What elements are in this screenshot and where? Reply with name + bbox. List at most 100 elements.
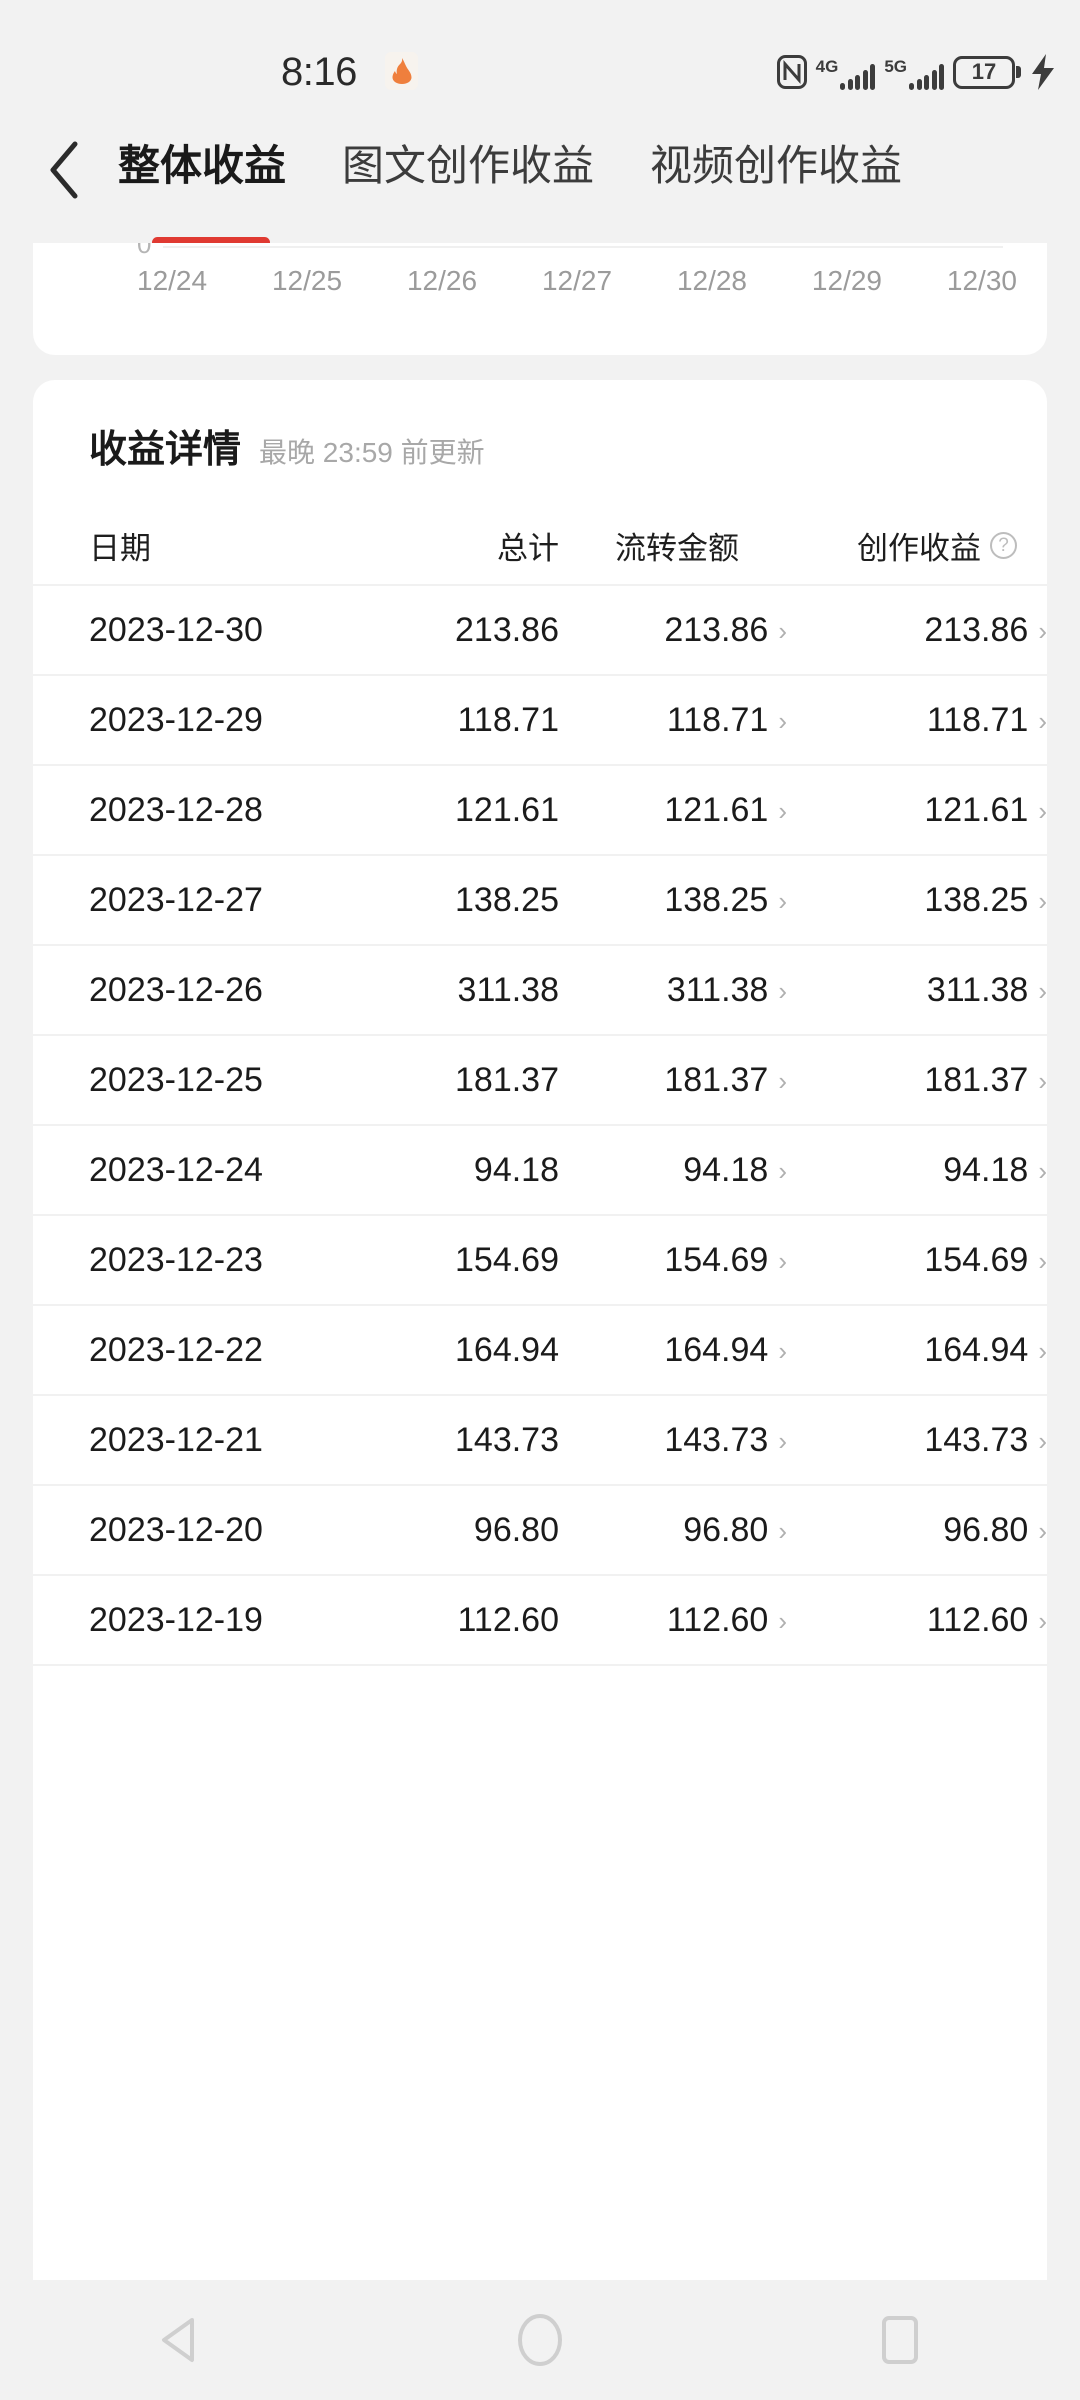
cell-date: 2023-12-24 xyxy=(33,1125,363,1216)
table-row[interactable]: 2023-12-21 143.73 143.73 › 143.73 › xyxy=(33,1395,1047,1486)
battery-tip xyxy=(1016,66,1021,78)
status-bar-clock: 8:16 xyxy=(281,50,357,94)
cell-creation-earnings[interactable]: 164.94 › xyxy=(787,1305,1047,1396)
android-home-button[interactable] xyxy=(480,2280,600,2400)
cell-creation-value: 121.61 xyxy=(924,790,1029,829)
cell-flow-amount[interactable]: 112.60 › xyxy=(569,1575,787,1666)
cell-flow-amount[interactable]: 311.38 › xyxy=(569,945,787,1036)
chevron-right-icon: › xyxy=(1038,1246,1047,1276)
cell-total: 311.38 xyxy=(363,945,569,1036)
detail-header: 收益详情 最晚 23:59 前更新 xyxy=(89,418,485,473)
chevron-right-icon: › xyxy=(778,1606,787,1636)
android-recents-square-icon xyxy=(882,2316,918,2364)
tab-bar: 整体收益 图文创作收益 视频创作收益 xyxy=(118,136,902,197)
chart-baseline xyxy=(163,246,1003,248)
table-row[interactable]: 2023-12-29 118.71 118.71 › 118.71 › xyxy=(33,675,1047,766)
question-mark-icon[interactable]: ? xyxy=(990,532,1017,559)
cell-creation-earnings[interactable]: 138.25 › xyxy=(787,855,1047,946)
chevron-right-icon: › xyxy=(778,1156,787,1186)
chevron-right-icon: › xyxy=(778,1426,787,1456)
cell-flow-amount[interactable]: 138.25 › xyxy=(569,855,787,946)
cell-creation-value: 138.25 xyxy=(924,880,1029,919)
tab-article-earnings[interactable]: 图文创作收益 xyxy=(342,142,595,189)
cell-creation-earnings[interactable]: 96.80 › xyxy=(787,1485,1047,1576)
chevron-right-icon: › xyxy=(778,976,787,1006)
android-back-button[interactable] xyxy=(120,2280,240,2400)
table-row[interactable]: 2023-12-20 96.80 96.80 › 96.80 › xyxy=(33,1485,1047,1576)
cell-date: 2023-12-22 xyxy=(33,1305,363,1396)
cell-creation-earnings[interactable]: 121.61 › xyxy=(787,765,1047,856)
cell-creation-earnings[interactable]: 94.18 › xyxy=(787,1125,1047,1216)
cell-date: 2023-12-29 xyxy=(33,675,363,766)
back-button[interactable] xyxy=(34,138,94,202)
tab-overall-earnings[interactable]: 整体收益 xyxy=(118,142,287,189)
earnings-table: 日期 总计 流转金额 创作收益 ? 2023-12-30 213.86 213.86… xyxy=(33,507,1047,1666)
chevron-right-icon: › xyxy=(1038,886,1047,916)
chevron-right-icon: › xyxy=(1038,1336,1047,1366)
cell-flow-amount[interactable]: 154.69 › xyxy=(569,1215,787,1306)
chevron-right-icon: › xyxy=(1038,1516,1047,1546)
cell-creation-earnings[interactable]: 181.37 › xyxy=(787,1035,1047,1126)
cell-flow-amount[interactable]: 164.94 › xyxy=(569,1305,787,1396)
table-row[interactable]: 2023-12-19 112.60 112.60 › 112.60 › xyxy=(33,1575,1047,1666)
cell-creation-earnings[interactable]: 154.69 › xyxy=(787,1215,1047,1306)
cell-flow-amount[interactable]: 96.80 › xyxy=(569,1485,787,1576)
cell-flow-amount[interactable]: 94.18 › xyxy=(569,1125,787,1216)
cell-total: 121.61 xyxy=(363,765,569,856)
cell-flow-amount[interactable]: 143.73 › xyxy=(569,1395,787,1486)
table-row[interactable]: 2023-12-26 311.38 311.38 › 311.38 › xyxy=(33,945,1047,1036)
cell-flow-amount[interactable]: 181.37 › xyxy=(569,1035,787,1126)
cell-creation-value: 143.73 xyxy=(924,1420,1029,1459)
cell-flow-value: 118.71 xyxy=(666,700,769,739)
tab-video-earnings[interactable]: 视频创作收益 xyxy=(650,142,903,189)
chart-y-axis-zero-label: 0 xyxy=(137,243,152,259)
column-header-creation-earnings: 创作收益 ? xyxy=(787,507,1047,586)
cell-date: 2023-12-30 xyxy=(33,585,363,676)
table-row[interactable]: 2023-12-28 121.61 121.61 › 121.61 › xyxy=(33,765,1047,856)
table-row[interactable]: 2023-12-22 164.94 164.94 › 164.94 › xyxy=(33,1305,1047,1396)
chevron-right-icon: › xyxy=(778,1066,787,1096)
table-row[interactable]: 2023-12-27 138.25 138.25 › 138.25 › xyxy=(33,855,1047,946)
cell-total: 181.37 xyxy=(363,1035,569,1126)
earnings-chart-card[interactable]: 0 12/24 12/25 12/26 12/27 12/28 12/29 12… xyxy=(33,243,1047,355)
flame-icon xyxy=(385,52,418,90)
table-row[interactable]: 2023-12-23 154.69 154.69 › 154.69 › xyxy=(33,1215,1047,1306)
chart-x-label: 12/25 xyxy=(271,265,343,296)
cell-total: 112.60 xyxy=(363,1575,569,1666)
chevron-right-icon: › xyxy=(778,1246,787,1276)
chevron-right-icon: › xyxy=(1038,616,1047,646)
cell-date: 2023-12-19 xyxy=(33,1575,363,1666)
cell-flow-amount[interactable]: 213.86 › xyxy=(569,585,787,676)
detail-title: 收益详情 xyxy=(89,429,242,471)
chart-x-label: 12/28 xyxy=(676,265,748,296)
cell-creation-earnings[interactable]: 311.38 › xyxy=(787,945,1047,1036)
cell-creation-earnings[interactable]: 143.73 › xyxy=(787,1395,1047,1486)
android-recents-button[interactable] xyxy=(840,2280,960,2400)
cell-creation-earnings[interactable]: 213.86 › xyxy=(787,585,1047,676)
chart-x-label: 12/29 xyxy=(811,265,882,296)
table-row[interactable]: 2023-12-24 94.18 94.18 › 94.18 › xyxy=(33,1125,1047,1216)
chevron-right-icon: › xyxy=(778,616,787,646)
cell-creation-earnings[interactable]: 118.71 › xyxy=(787,675,1047,766)
cell-total: 143.73 xyxy=(363,1395,569,1486)
cell-total: 96.80 xyxy=(363,1485,569,1576)
cell-flow-value: 164.94 xyxy=(664,1330,769,1369)
status-bar-indicators: 4G 5G 17 xyxy=(776,52,1056,92)
cell-flow-amount[interactable]: 121.61 › xyxy=(569,765,787,856)
table-header-row: 日期 总计 流转金额 创作收益 ? xyxy=(33,507,1047,586)
chevron-right-icon: › xyxy=(778,1516,787,1546)
chevron-right-icon: › xyxy=(778,706,787,736)
back-chevron-icon xyxy=(50,141,78,199)
table-row[interactable]: 2023-12-30 213.86 213.86 › 213.86 › xyxy=(33,585,1047,676)
cell-flow-amount[interactable]: 118.71 › xyxy=(569,675,787,766)
earnings-detail-card: 收益详情 最晚 23:59 前更新 日期 总计 流转金额 创作收益 ? xyxy=(33,380,1047,2280)
cell-date: 2023-12-21 xyxy=(33,1395,363,1486)
cell-total: 164.94 xyxy=(363,1305,569,1396)
table-row[interactable]: 2023-12-25 181.37 181.37 › 181.37 › xyxy=(33,1035,1047,1126)
cell-flow-value: 143.73 xyxy=(664,1420,769,1459)
cell-flow-value: 311.38 xyxy=(666,970,769,1009)
cell-flow-value: 154.69 xyxy=(664,1240,769,1279)
cell-creation-earnings[interactable]: 112.60 › xyxy=(787,1575,1047,1666)
cell-flow-value: 112.60 xyxy=(666,1600,769,1639)
detail-update-note: 最晚 23:59 前更新 xyxy=(259,437,485,468)
